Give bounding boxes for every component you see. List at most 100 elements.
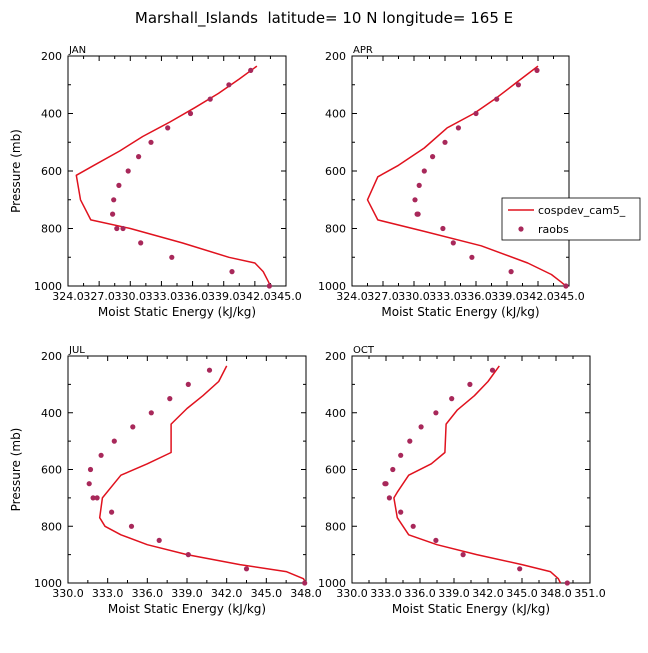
y-axis-label: Pressure (mb) xyxy=(9,428,23,512)
series-raobs-point xyxy=(564,580,570,586)
x-tick-label: 345.0 xyxy=(270,290,302,303)
y-tick-label: 800 xyxy=(41,520,62,533)
x-tick-label: 333.0 xyxy=(146,290,178,303)
x-tick-label: 327.0 xyxy=(367,290,399,303)
plot-frame xyxy=(351,355,591,584)
legend-entry-obs: raobs xyxy=(538,223,569,236)
series-raobs-point xyxy=(460,552,466,558)
x-axis-label: Moist Static Energy (kJ/kg) xyxy=(381,305,539,319)
series-raobs-point xyxy=(248,67,254,73)
series-raobs-point xyxy=(130,424,136,430)
series-raobs-point xyxy=(302,580,308,586)
y-tick-label: 200 xyxy=(41,350,62,363)
x-tick-label: 333.0 xyxy=(92,587,124,600)
series-raobs-point xyxy=(226,82,232,88)
x-tick-label: 324.0 xyxy=(52,290,84,303)
series-raobs-point xyxy=(266,283,272,289)
legend-entry-model: cospdev_cam5_ xyxy=(538,204,626,217)
series-raobs-point xyxy=(433,537,439,544)
series-raobs-point xyxy=(398,509,404,515)
series-cospdev-cam5-line xyxy=(393,365,562,584)
series-raobs-point xyxy=(415,211,421,217)
series-raobs-point xyxy=(138,240,144,246)
series-raobs-point xyxy=(148,410,154,416)
legend: cospdev_cam5_raobs xyxy=(501,197,641,241)
panel-label: JAN xyxy=(68,45,86,56)
x-tick-label: 339.0 xyxy=(208,290,240,303)
x-axis-label: Moist Static Energy (kJ/kg) xyxy=(98,305,256,319)
series-raobs-point xyxy=(430,154,436,160)
x-tick-label: 336.0 xyxy=(404,587,436,600)
series-raobs-point xyxy=(508,269,514,275)
y-tick-label: 400 xyxy=(325,407,346,420)
x-tick-label: 342.0 xyxy=(472,587,504,600)
series-raobs-point xyxy=(410,523,416,529)
x-tick-label: 324.0 xyxy=(336,290,368,303)
y-tick-label: 1000 xyxy=(318,280,346,293)
series-cospdev-cam5-line xyxy=(366,65,567,287)
y-tick-label: 600 xyxy=(41,165,62,178)
x-tick-label: 327.0 xyxy=(83,290,115,303)
y-tick-label: 1000 xyxy=(34,577,62,590)
series-raobs-point xyxy=(534,67,540,73)
panel-jul: JUL 330.0 333.0 336.0 339.0 342.0 345.0 348.0 20… xyxy=(9,345,322,616)
plot-frame xyxy=(67,355,307,584)
x-tick-label: 339.0 xyxy=(171,587,203,600)
series-raobs-point xyxy=(489,367,496,373)
y-tick-label: 400 xyxy=(325,108,346,121)
series-raobs-point xyxy=(120,225,126,232)
y-tick-label: 400 xyxy=(41,407,62,420)
series-raobs-point xyxy=(450,240,456,246)
series-raobs-point xyxy=(169,254,175,260)
x-tick-label: 336.0 xyxy=(132,587,164,600)
series-raobs-point xyxy=(206,367,213,373)
series-raobs-point xyxy=(125,168,131,174)
series-raobs-point xyxy=(110,211,116,217)
x-tick-label: 330.0 xyxy=(336,587,368,600)
series-raobs-point xyxy=(94,495,100,501)
series-raobs-point xyxy=(398,452,404,458)
y-tick-label: 200 xyxy=(325,50,346,63)
x-tick-label: 339.0 xyxy=(438,587,470,600)
series-raobs-point xyxy=(187,110,194,117)
panel-apr: APR 324.0 327.0 330.0 333.0 336.0 339.0 342.0 34… xyxy=(318,45,641,319)
x-tick-label: 345.0 xyxy=(251,587,283,600)
series-raobs-point xyxy=(229,269,235,275)
series-raobs-point xyxy=(455,125,461,131)
y-tick-label: 200 xyxy=(41,50,62,63)
x-tick-label: 345.0 xyxy=(553,290,585,303)
plot-frame xyxy=(67,55,287,287)
series-raobs-point xyxy=(148,139,154,145)
y-tick-label: 800 xyxy=(325,223,346,236)
legend-box xyxy=(501,197,641,241)
series-raobs-point xyxy=(515,82,522,88)
x-tick-label: 330.0 xyxy=(115,290,147,303)
series-raobs-point xyxy=(440,225,446,232)
x-tick-label: 330.0 xyxy=(52,587,84,600)
y-tick-label: 600 xyxy=(41,464,62,477)
series-raobs-point xyxy=(563,283,569,289)
series-raobs-point xyxy=(114,225,120,232)
series-raobs-point xyxy=(442,139,448,145)
panel-jan: JAN 324.0 327.0 330.0 333.0 336.0 339.0 342.0 34… xyxy=(9,45,302,319)
x-tick-label: 345.0 xyxy=(506,587,538,600)
series-raobs-point xyxy=(87,466,94,473)
series-raobs-point xyxy=(469,254,475,260)
plot-frame xyxy=(351,55,570,287)
series-raobs-point xyxy=(407,438,413,444)
series-raobs-point xyxy=(86,481,92,487)
x-tick-label: 351.0 xyxy=(574,587,606,600)
x-tick-label: 339.0 xyxy=(491,290,523,303)
series-raobs-point xyxy=(412,197,418,203)
y-axis-label: Pressure (mb) xyxy=(9,129,23,213)
panel-oct: OCT 330.0 333.0 336.0 339.0 342.0 345.0 348.0 35… xyxy=(318,345,606,616)
x-tick-label: 330.0 xyxy=(398,290,430,303)
series-raobs-point xyxy=(418,424,424,430)
y-tick-label: 1000 xyxy=(34,280,62,293)
x-tick-label: 342.0 xyxy=(239,290,271,303)
y-tick-label: 600 xyxy=(325,464,346,477)
x-tick-label: 342.0 xyxy=(522,290,554,303)
panel-label: JUL xyxy=(68,345,85,356)
